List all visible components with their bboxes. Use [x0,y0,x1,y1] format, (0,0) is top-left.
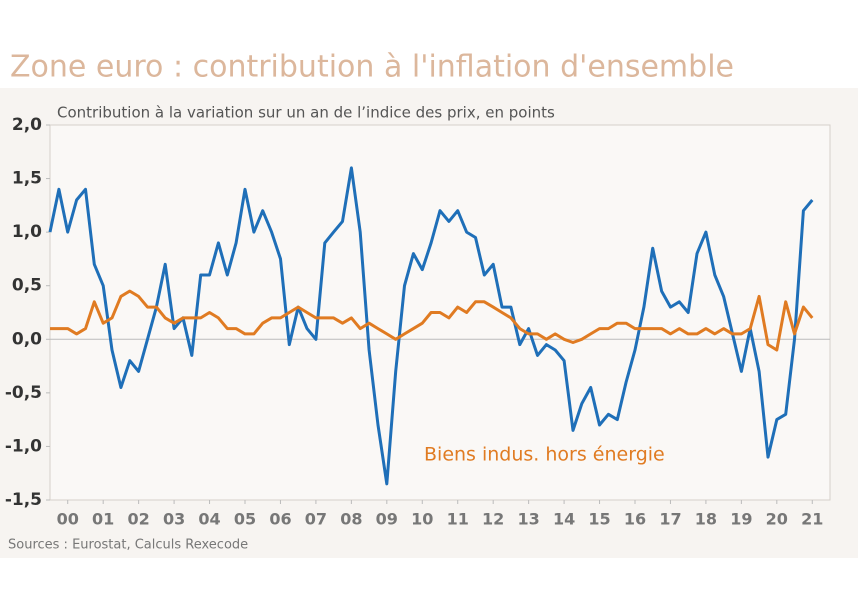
x-tick-label: 08 [340,510,362,529]
x-tick-label: 01 [92,510,114,529]
y-tick-label: 0,0 [12,329,42,349]
chart-title: Zone euro : contribution à l'inflation d… [10,50,734,85]
x-tick-label: 15 [588,510,610,529]
y-tick-label: 1,5 [12,169,42,189]
x-tick-label: 11 [447,510,469,529]
x-tick-label: 12 [482,510,504,529]
x-tick-label: 17 [659,510,681,529]
x-tick-label: 00 [57,510,79,529]
subtitle: Contribution à la variation sur un an de… [57,104,555,122]
x-tick-label: 14 [553,510,575,529]
x-tick-label: 06 [269,510,291,529]
x-tick-label: 18 [695,510,717,529]
source: Sources : Eurostat, Calculs Rexecode [8,538,248,553]
x-tick-label: 07 [305,510,327,529]
y-tick-label: 1,0 [12,222,42,242]
series-line [48,166,814,486]
y-tick-label: 2,0 [12,115,42,135]
x-tick-label: 21 [801,510,823,529]
x-tick-label: 09 [376,510,398,529]
x-tick-label: 20 [766,510,788,529]
y-tick-label: 0,5 [12,276,42,296]
y-tick-label: -0,5 [5,383,42,403]
series-label: Biens indus. hors énergie [424,444,665,466]
x-tick-label: 02 [128,510,150,529]
y-tick-label: -1,0 [5,436,42,456]
x-tick-label: 19 [730,510,752,529]
x-tick-label: 13 [518,510,540,529]
x-tick-label: 16 [624,510,646,529]
x-tick-label: 04 [198,510,220,529]
y-tick-label: -1,5 [5,490,42,510]
x-tick-label: 03 [163,510,185,529]
series-line [50,289,814,352]
x-tick-label: 05 [234,510,256,529]
x-tick-label: 10 [411,510,433,529]
